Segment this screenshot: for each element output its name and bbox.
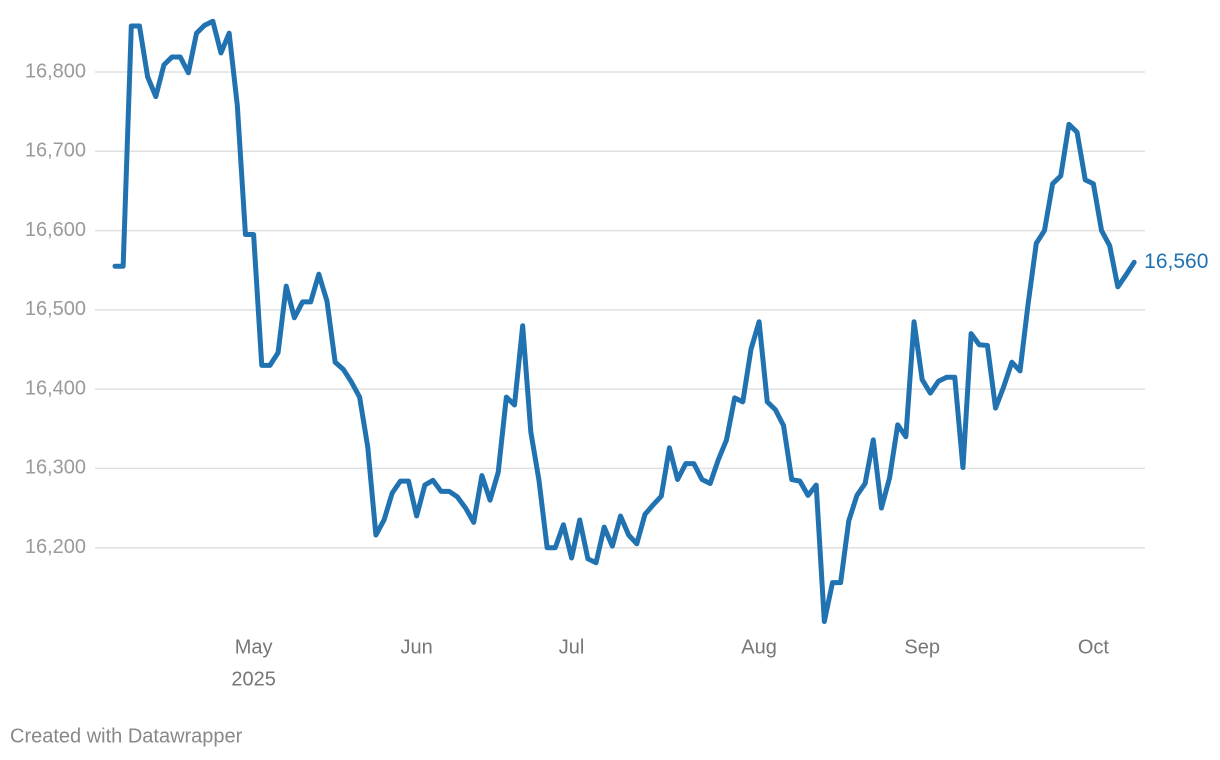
y-tick-label: 16,400 xyxy=(25,377,86,399)
y-tick-label: 16,800 xyxy=(25,60,86,82)
value-label: 16,560 xyxy=(1144,250,1208,273)
x-year-label: 2025 xyxy=(231,668,276,690)
x-tick-label: May xyxy=(235,636,273,658)
y-tick-label: 16,700 xyxy=(25,140,86,162)
x-tick-label: Aug xyxy=(741,636,777,658)
x-tick-label: Jul xyxy=(559,636,585,658)
y-tick-label: 16,500 xyxy=(25,298,86,320)
line xyxy=(112,18,1137,624)
x-tick-label: Sep xyxy=(904,636,940,658)
x-tick-label: Oct xyxy=(1078,636,1110,658)
y-tick-label: 16,200 xyxy=(25,536,86,558)
y-tick-label: 16,600 xyxy=(25,219,86,241)
footer: Created with Datawrapper xyxy=(10,725,243,747)
x-tick-label: Jun xyxy=(401,636,433,658)
y-tick-label: 16,300 xyxy=(25,457,86,479)
